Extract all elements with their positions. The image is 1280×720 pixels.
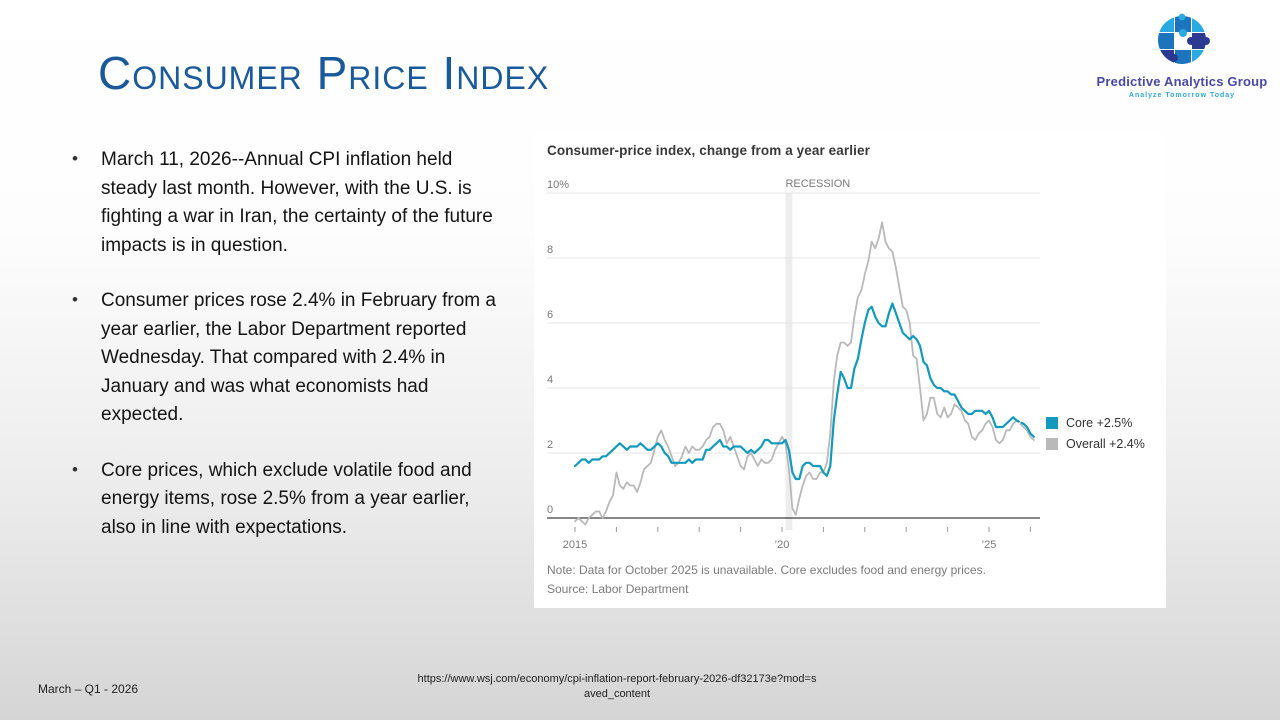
svg-text:0: 0 [547,504,553,516]
footer-date: March – Q1 - 2026 [38,682,139,696]
company-logo: Predictive Analytics Group Analyze Tomor… [1090,12,1274,99]
chart-title: Consumer-price index, change from a year… [547,143,870,158]
svg-text:6: 6 [547,309,553,321]
footer-url: https://www.wsj.com/economy/cpi-inflatio… [417,673,817,700]
legend-row-overall: Overall +2.4% [1046,437,1145,451]
core-legend-swatch [1046,417,1058,429]
bullet-item: Core prices, which exclude volatile food… [70,457,500,543]
bullet-list: March 11, 2026--Annual CPI inflation hel… [70,146,500,569]
bullet-item: Consumer prices rose 2.4% in February fr… [70,287,500,430]
puzzle-globe-icon [1158,13,1210,64]
overall-legend-swatch [1046,438,1058,450]
chart-note: Note: Data for October 2025 is unavailab… [547,563,986,577]
chart-source: Source: Labor Department [547,582,689,596]
cpi-line-chart: 10% 8 6 4 2 0 RECESSION 2015 ’20 ’25 [547,178,1040,551]
svg-text:4: 4 [547,374,553,386]
overall-legend-label: Overall +2.4% [1066,437,1145,451]
cpi-chart-panel: Consumer-price index, change from a year… [534,130,1166,608]
page-title: Consumer Price Index [98,47,550,99]
logo-tagline: Analyze Tomorrow Today [1128,92,1236,99]
svg-text:2: 2 [547,439,553,451]
svg-text:8: 8 [547,244,553,256]
svg-text:10%: 10% [547,179,569,191]
svg-text:RECESSION: RECESSION [785,178,850,190]
legend-row-core: Core +2.5% [1046,416,1145,430]
logo-name: Predictive Analytics Group [1096,74,1268,89]
svg-text:’25: ’25 [982,539,997,551]
svg-text:’20: ’20 [775,539,790,551]
chart-legend: Core +2.5% Overall +2.4% [1046,416,1145,458]
bullet-item: March 11, 2026--Annual CPI inflation hel… [70,146,500,260]
svg-text:2015: 2015 [563,539,587,551]
core-legend-label: Core +2.5% [1066,416,1133,430]
